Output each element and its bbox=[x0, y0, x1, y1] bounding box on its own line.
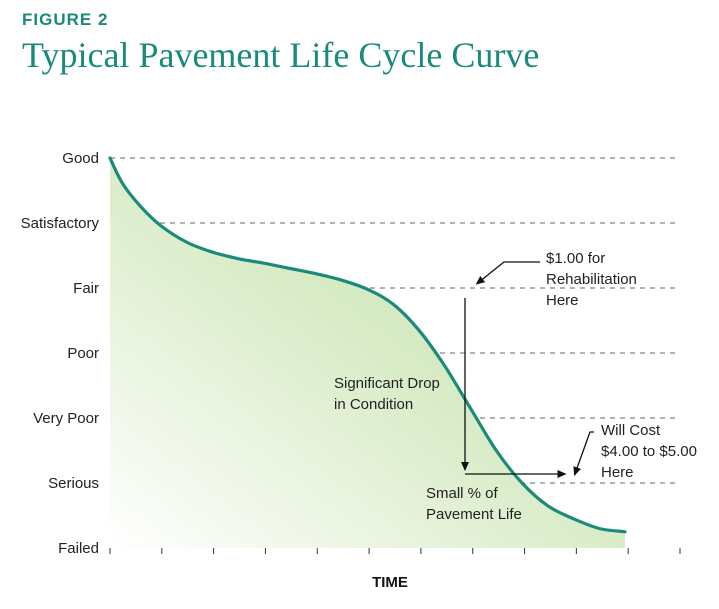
life-note-line: Pavement Life bbox=[426, 506, 522, 523]
rehab-note-line: $1.00 for bbox=[546, 250, 605, 267]
area-layer bbox=[108, 156, 627, 548]
rehab-note-line: Rehabilitation bbox=[546, 271, 637, 288]
drop-note-line: Significant Drop bbox=[334, 375, 440, 392]
figure-title: Typical Pavement Life Cycle Curve bbox=[22, 35, 540, 75]
y-tick-label: Poor bbox=[67, 345, 99, 362]
x-axis: TIME bbox=[109, 548, 681, 591]
area-fill bbox=[110, 158, 625, 548]
y-tick-label: Good bbox=[62, 150, 99, 167]
figure-label: FIGURE 2 bbox=[22, 10, 109, 29]
y-tick-label: Fair bbox=[73, 280, 99, 297]
rehab-leader-arrow bbox=[475, 261, 540, 285]
cost-note-line: $4.00 to $5.00 bbox=[601, 443, 697, 460]
y-tick-label: Failed bbox=[58, 540, 99, 557]
cost-note-line: Will Cost bbox=[601, 422, 661, 439]
life-note-line: Small % of bbox=[426, 485, 499, 502]
drop-note-line: in Condition bbox=[334, 396, 413, 413]
y-tick-label: Satisfactory bbox=[21, 215, 100, 232]
cost-note-line: Here bbox=[601, 464, 634, 481]
y-axis-labels: Good Satisfactory Fair Poor Very Poor Serious… bbox=[21, 150, 100, 557]
x-axis-label: TIME bbox=[372, 574, 408, 591]
cost-leader-arrow bbox=[573, 431, 594, 476]
life-cycle-curve bbox=[108, 156, 627, 534]
annotations-layer: $1.00 for Rehabilitation Here Significant D… bbox=[334, 250, 697, 523]
rehab-note-line: Here bbox=[546, 292, 579, 309]
y-tick-label: Very Poor bbox=[33, 410, 99, 427]
y-tick-label: Serious bbox=[48, 475, 99, 492]
